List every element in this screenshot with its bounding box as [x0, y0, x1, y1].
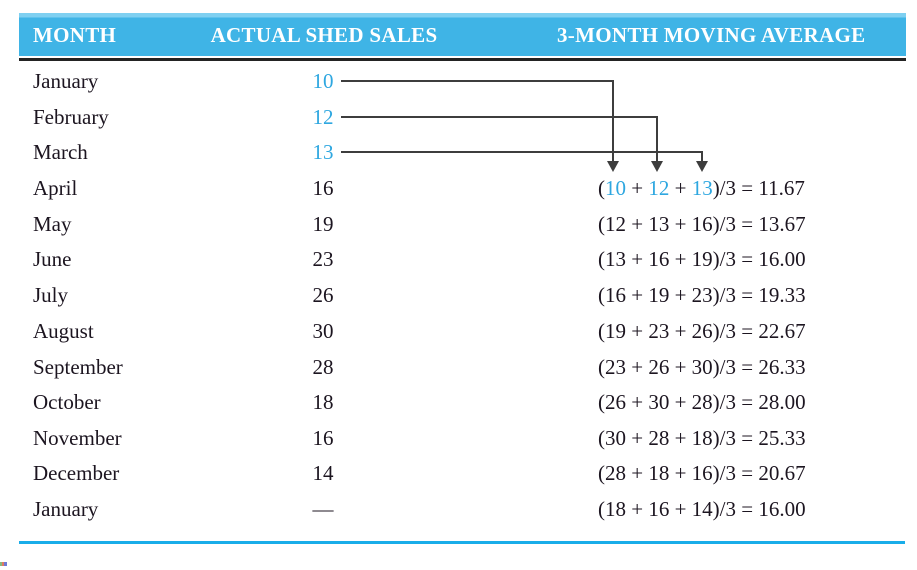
formula-plus1: + [626, 176, 649, 200]
formula-n2: 12 [648, 176, 670, 200]
arrow-down-icon [696, 161, 708, 172]
table-row-june: June 23 (13 + 16 + 19)/3 = 16.00 [0, 241, 917, 277]
header-month: MONTH [33, 23, 117, 47]
month-cell: January [33, 497, 99, 521]
table-row-july: July 26 (16 + 19 + 23)/3 = 19.33 [0, 277, 917, 313]
formula-plus2: + [669, 176, 692, 200]
connector-march-hline [341, 151, 703, 153]
month-cell: November [33, 426, 122, 450]
formula-n3: 13 [691, 176, 713, 200]
sales-cell: 23 [312, 247, 334, 271]
month-cell: July [33, 283, 69, 307]
formula-cell: (30 + 28 + 18)/3 = 25.33 [598, 426, 806, 450]
table-row-september: September 28 (23 + 26 + 30)/3 = 26.33 [0, 349, 917, 385]
arrow-down-icon [651, 161, 663, 172]
connector-march-vline [701, 151, 703, 162]
table-row-february: February 12 [0, 99, 917, 135]
sales-cell: 26 [312, 283, 334, 307]
table-row-october: October 18 (26 + 30 + 28)/3 = 28.00 [0, 384, 917, 420]
table-row-august: August 30 (19 + 23 + 26)/3 = 22.67 [0, 313, 917, 349]
sales-cell: 13 [312, 140, 334, 164]
sales-cell: 30 [312, 319, 334, 343]
arrow-down-icon [607, 161, 619, 172]
formula-open: ( [598, 176, 605, 200]
sales-cell: 16 [312, 426, 334, 450]
table-header-bar: MONTH ACTUAL SHED SALES 3-MONTH MOVING A… [19, 13, 906, 56]
scan-artifact [0, 562, 7, 566]
sales-cell: — [312, 497, 334, 521]
connector-february-vline [656, 116, 658, 162]
table-row-january-next: January — (18 + 16 + 14)/3 = 16.00 [0, 491, 917, 527]
formula-n1: 10 [605, 176, 626, 200]
formula-close: )/3 = [712, 176, 759, 200]
formula-cell: (13 + 16 + 19)/3 = 16.00 [598, 247, 806, 271]
sales-cell: 14 [312, 461, 334, 485]
table-row-january: January 10 [0, 63, 917, 99]
sales-cell: 18 [312, 390, 334, 414]
month-cell: May [33, 212, 72, 236]
month-cell: June [33, 247, 72, 271]
table-row-november: November 16 (30 + 28 + 18)/3 = 25.33 [0, 420, 917, 456]
sales-cell: 10 [312, 69, 334, 93]
bottom-border-line [19, 541, 905, 544]
month-cell: August [33, 319, 94, 343]
formula-cell: (26 + 30 + 28)/3 = 28.00 [598, 390, 806, 414]
header-moving-average: 3-MONTH MOVING AVERAGE [557, 23, 866, 47]
table-row-may: May 19 (12 + 13 + 16)/3 = 13.67 [0, 206, 917, 242]
sales-cell: 28 [312, 355, 334, 379]
sales-cell: 12 [312, 105, 334, 129]
formula-cell: (12 + 13 + 16)/3 = 13.67 [598, 212, 806, 236]
formula-cell: (19 + 23 + 26)/3 = 22.67 [598, 319, 806, 343]
formula-cell: (23 + 26 + 30)/3 = 26.33 [598, 355, 806, 379]
header-actual-shed-sales: ACTUAL SHED SALES [210, 23, 438, 47]
table-row-march: March 13 [0, 134, 917, 170]
month-cell: October [33, 390, 101, 414]
table-row-april: April 16 (10 + 12 + 13)/3 = 11.67 [0, 170, 917, 206]
formula-cell: (18 + 16 + 14)/3 = 16.00 [598, 497, 806, 521]
sales-cell: 16 [312, 176, 334, 200]
formula-cell: (10 + 12 + 13)/3 = 11.67 [598, 170, 805, 206]
formula-cell: (28 + 18 + 16)/3 = 20.67 [598, 461, 806, 485]
month-cell: April [33, 176, 78, 200]
sales-cell: 19 [312, 212, 334, 236]
connector-february-hline [341, 116, 658, 118]
table-row-december: December 14 (28 + 18 + 16)/3 = 20.67 [0, 455, 917, 491]
connector-january-hline [341, 80, 614, 82]
connector-january-vline [612, 80, 614, 162]
month-cell: March [33, 140, 88, 164]
month-cell: January [33, 69, 99, 93]
header-underline [19, 58, 906, 61]
month-cell: February [33, 105, 109, 129]
month-cell: December [33, 461, 120, 485]
formula-result: 11.67 [758, 176, 805, 200]
formula-cell: (16 + 19 + 23)/3 = 19.33 [598, 283, 806, 307]
month-cell: September [33, 355, 123, 379]
